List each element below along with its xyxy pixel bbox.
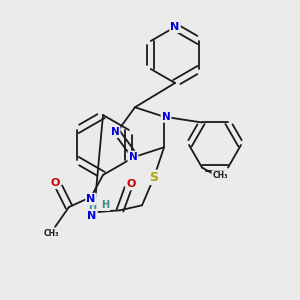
Text: O: O xyxy=(50,178,60,188)
Text: N: N xyxy=(170,22,180,32)
Text: CH₃: CH₃ xyxy=(212,171,228,180)
Text: N: N xyxy=(129,152,137,162)
Text: N: N xyxy=(87,211,97,221)
Text: N: N xyxy=(162,112,170,122)
Text: CH₃: CH₃ xyxy=(43,229,59,238)
Text: O: O xyxy=(126,179,136,189)
Text: H: H xyxy=(101,200,109,210)
Text: H: H xyxy=(88,201,96,211)
Text: N: N xyxy=(111,127,119,137)
Text: N: N xyxy=(86,194,96,204)
Text: S: S xyxy=(149,171,158,184)
